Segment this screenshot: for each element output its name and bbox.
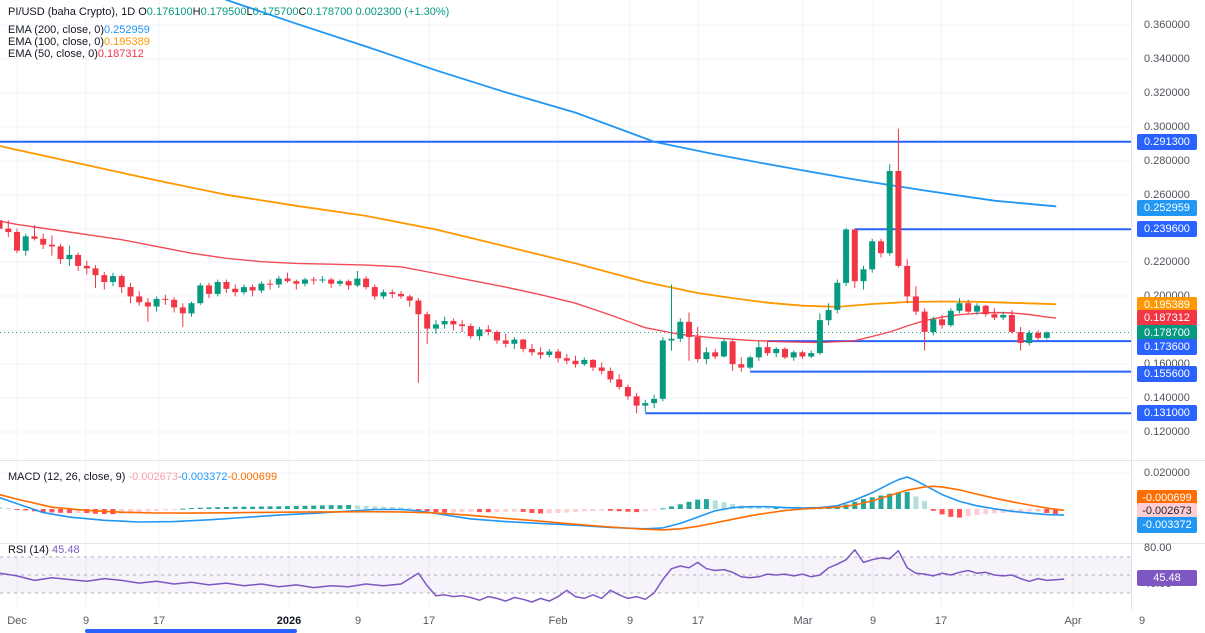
ema-legend-row[interactable]: EMA (50, close, 0)0.187312 [8,48,144,60]
price-badge: 0.239600 [1137,221,1197,237]
change-value: 0.002300 (+1.30%) [355,6,450,18]
macd-title: MACD (12, 26, close, 9) [8,471,126,483]
time-axis-label: 9 [869,615,877,627]
time-axis-label: Mar [793,615,813,627]
time-axis-label: 17 [691,615,705,627]
price-axis-label: 0.260000 [1144,189,1190,201]
price-axis-label: 0.320000 [1144,87,1190,99]
price-badge: 0.178700 [1137,325,1197,341]
price-badge: -0.000699 [1137,490,1197,506]
price-badge: 0.195389 [1137,297,1197,313]
time-axis-label: 17 [152,615,166,627]
time-axis-label: 9 [354,615,362,627]
rsi-value: 45.48 [52,544,80,556]
ema-legend-row[interactable]: EMA (100, close, 0)0.195389 [8,36,150,48]
time-axis-label: 17 [422,615,436,627]
price-badge: 0.131000 [1137,405,1197,421]
ema-legend-row[interactable]: EMA (200, close, 0)0.252959 [8,24,150,36]
price-badge: 0.291300 [1137,134,1197,150]
price-axis-label: 0.340000 [1144,53,1190,65]
bottom-blue-bar [85,629,297,633]
price-badge: 0.252959 [1137,200,1197,216]
ohlc-pair: H0.179500 [192,6,247,18]
ohlc-pair: C0.178700 [298,6,353,18]
price-badge: -0.003372 [1137,517,1197,533]
time-axis-label: Apr [1064,615,1082,627]
time-axis-label: Feb [548,615,568,627]
price-axis-label: 0.300000 [1144,121,1190,133]
time-axis-label: 9 [1138,615,1146,627]
macd-legend[interactable]: MACD (12, 26, close, 9) -0.002673-0.0033… [8,471,277,483]
price-badge: 45.48 [1137,570,1197,586]
macd-value: -0.002673 [128,471,178,483]
ohlc-values: O0.176100H0.179500L0.175700C0.178700 [138,6,352,18]
rsi-legend[interactable]: RSI (14) 45.48 [8,544,80,556]
macd-value: -0.003372 [177,471,228,483]
time-axis[interactable]: Dec 9 17 2026 9 17 Feb 9 17 Mar 9 17 Apr 9 [0,610,1205,633]
time-axis-label: 9 [626,615,634,627]
ohlc-pair: L0.175700 [246,6,299,18]
macd-values: -0.002673-0.003372-0.000699 [128,471,277,483]
price-axis-label: 0.360000 [1144,19,1190,31]
time-axis-label: Dec [7,615,27,627]
price-axis-label: 0.020000 [1144,467,1190,479]
price-axis-label: 0.120000 [1144,426,1190,438]
price-badge: 0.187312 [1137,310,1197,326]
price-badge: 0.173600 [1137,339,1197,355]
price-axis-label: 0.280000 [1144,155,1190,167]
price-axis[interactable]: 0.360000 0.340000 0.320000 0.300000 0.280000… [1133,0,1205,610]
time-axis-label: 9 [82,615,90,627]
macd-value: -0.000699 [227,471,278,483]
time-axis-label: 2026 [276,615,302,627]
ohlc-pair: O0.176100 [138,6,193,18]
price-axis-label: 0.140000 [1144,392,1190,404]
price-axis-label: 0.220000 [1144,256,1190,268]
symbol-legend[interactable]: PI/USD (baha Crypto), 1D O0.176100H0.179… [8,6,449,18]
price-badge: 0.155600 [1137,366,1197,382]
price-axis-label: 80.00 [1144,542,1172,554]
symbol-title: PI/USD (baha Crypto), 1D [8,6,136,18]
time-axis-label: 17 [934,615,948,627]
rsi-title: RSI (14) [8,544,49,556]
price-badge: -0.002673 [1137,503,1197,519]
